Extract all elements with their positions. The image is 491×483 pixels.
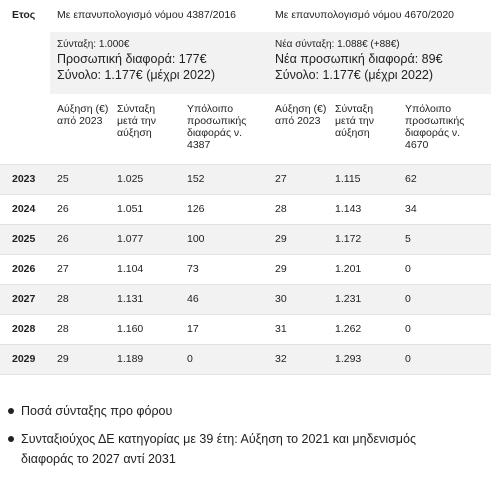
cell: 62 [405,173,417,185]
cell: 1.160 [117,323,144,335]
column-header: Αύξηση (€) από 2023 [57,103,109,127]
cell: 0 [405,293,411,305]
row-background [0,345,491,374]
cell: 32 [275,353,287,365]
column-header: Σύνταξη μετά την αύξηση [335,103,374,139]
year-cell: 2025 [12,233,36,245]
cell: 28 [57,323,69,335]
info-box [50,32,491,94]
info-line: Σύνολο: 1.177€ (μέχρι 2022) [57,68,216,82]
column-header: Αύξηση (€) από 2023 [275,103,327,127]
year-cell: 2023 [12,173,36,185]
row-background [0,225,491,254]
info-line: Νέα προσωπική διαφορά: 89€ [275,52,443,66]
cell: 0 [405,323,411,335]
cell: 73 [187,263,199,275]
cell: 1.131 [117,293,144,305]
bullet [8,436,14,442]
cell: 1.115 [335,173,361,185]
cell: 28 [57,293,69,305]
cell: 152 [187,173,205,185]
year-cell: 2026 [12,263,36,275]
cell: 1.025 [117,173,144,185]
cell: 1.051 [117,203,144,215]
cell: 126 [187,203,205,215]
cell: 17 [187,323,199,335]
separator [0,314,491,315]
info-line: Σύνταξη: 1.000€ [57,39,130,50]
column-header: Σύνταξη μετά την αύξηση [117,103,156,139]
separator [0,254,491,255]
group-title: Με επανυπολογισμό νόμου 4670/2020 [275,9,454,21]
cell: 0 [405,353,411,365]
cell: 1.104 [117,263,144,275]
column-header: Υπόλοιπο προσωπικής διαφοράς ν. 4387 [187,103,247,151]
row-background [0,285,491,314]
cell: 34 [405,203,417,215]
cell: 30 [275,293,287,305]
cell: 1.172 [335,233,362,245]
year-header: Ετος [12,9,36,21]
separator [0,224,491,225]
note: Συνταξιούχος ΔΕ κατηγορίας με 39 έτη: Αύ… [21,432,416,466]
info-line: Νέα σύνταξη: 1.088€ (+88€) [275,39,400,50]
cell: 0 [187,353,193,365]
cell: 27 [275,173,287,185]
cell: 100 [187,233,205,245]
cell: 1.293 [335,353,362,365]
cell: 0 [405,263,411,275]
cell: 1.201 [335,263,362,275]
separator [0,164,491,165]
bullet [8,408,14,414]
column-header: Υπόλοιπο προσωπικής διαφοράς ν. 4670 [405,103,465,151]
cell: 1.143 [335,203,362,215]
separator [0,194,491,195]
year-cell: 2024 [12,203,36,215]
separator [0,374,491,375]
cell: 1.189 [117,353,144,365]
cell: 26 [57,203,69,215]
cell: 25 [57,173,69,185]
cell: 5 [405,233,411,245]
cell: 26 [57,233,69,245]
separator [0,344,491,345]
cell: 1.262 [335,323,362,335]
note: Ποσά σύνταξης προ φόρου [21,404,173,418]
year-cell: 2028 [12,323,36,335]
cell: 28 [275,203,287,215]
cell: 31 [275,323,287,335]
year-cell: 2029 [12,353,36,365]
cell: 29 [275,233,287,245]
cell: 27 [57,263,69,275]
cell: 29 [57,353,69,365]
info-line: Σύνολο: 1.177€ (μέχρι 2022) [275,68,434,82]
row-background [0,165,491,194]
separator [0,284,491,285]
cell: 29 [275,263,287,275]
group-title: Με επανυπολογισμό νόμου 4387/2016 [57,9,236,21]
info-line: Προσωπική διαφορά: 177€ [57,52,207,66]
year-cell: 2027 [12,293,36,305]
cell: 1.231 [335,293,362,305]
cell: 1.077 [117,233,144,245]
cell: 46 [187,293,199,305]
